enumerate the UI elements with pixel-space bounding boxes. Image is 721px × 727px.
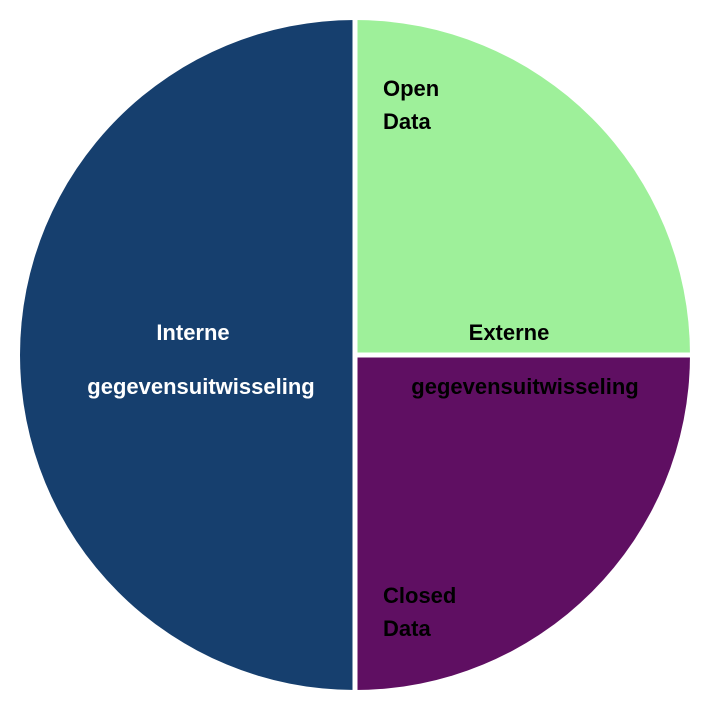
external-label-line2: gegevensuitwisseling [411, 374, 638, 399]
open-data-segment [355, 20, 690, 355]
internal-label-line2: gegevensuitwisseling [87, 374, 314, 399]
internal-label-line1: Interne [156, 320, 229, 345]
closed-data-label-line2: Data [383, 616, 431, 641]
internal-exchange-segment [20, 20, 355, 690]
closed-data-segment [355, 355, 690, 690]
external-label-line1: Externe [469, 320, 550, 345]
open-data-label-line1: Open [383, 76, 439, 101]
open-data-label-line2: Data [383, 109, 431, 134]
closed-data-label-line1: Closed [383, 583, 456, 608]
